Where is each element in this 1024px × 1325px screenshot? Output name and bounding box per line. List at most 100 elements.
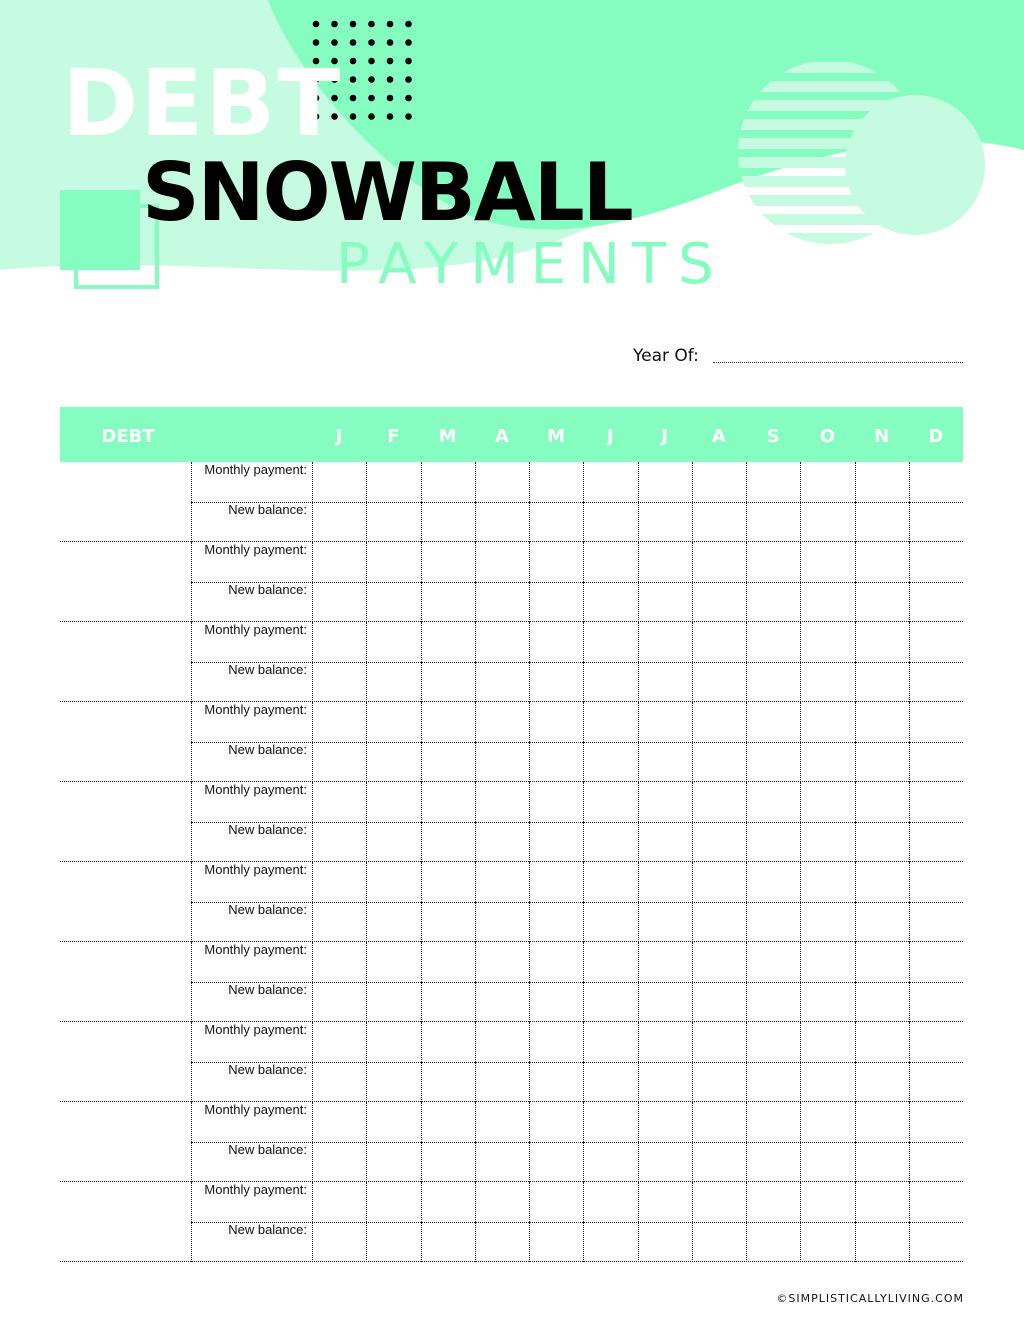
month-cell[interactable] [420,1102,476,1142]
month-cell[interactable] [908,1102,964,1142]
month-cell[interactable] [637,862,693,902]
month-cell[interactable] [691,462,747,502]
month-cell[interactable] [637,582,693,622]
month-cell[interactable] [637,662,693,702]
month-cell[interactable] [420,942,476,982]
month-cell[interactable] [420,662,476,702]
month-cell[interactable] [637,1182,693,1222]
debt-name-cell[interactable] [60,1022,190,1101]
month-cell[interactable] [637,1142,693,1182]
month-cell[interactable] [474,662,530,702]
month-cell[interactable] [420,822,476,862]
month-cell[interactable] [691,662,747,702]
month-cell[interactable] [637,902,693,942]
month-cell[interactable] [420,1022,476,1062]
year-input[interactable] [713,362,963,363]
month-cell[interactable] [420,502,476,542]
month-cell[interactable] [312,1022,367,1062]
month-cell[interactable] [529,782,584,822]
month-cell[interactable] [691,1102,747,1142]
month-cell[interactable] [800,782,855,822]
month-cell[interactable] [529,942,584,982]
debt-name-cell[interactable] [60,542,190,621]
month-cell[interactable] [312,622,367,662]
month-cell[interactable] [908,982,964,1022]
month-cell[interactable] [529,662,584,702]
month-cell[interactable] [366,502,421,542]
month-cell[interactable] [366,902,421,942]
month-cell[interactable] [312,582,367,622]
month-cell[interactable] [800,1222,855,1262]
month-cell[interactable] [746,662,801,702]
month-cell[interactable] [529,462,584,502]
month-cell[interactable] [800,822,855,862]
month-cell[interactable] [366,1222,421,1262]
month-cell[interactable] [474,582,530,622]
month-cell[interactable] [583,662,638,702]
month-cell[interactable] [583,502,638,542]
month-cell[interactable] [746,1062,801,1102]
month-cell[interactable] [420,582,476,622]
month-cell[interactable] [746,942,801,982]
month-cell[interactable] [691,582,747,622]
month-cell[interactable] [420,462,476,502]
month-cell[interactable] [366,942,421,982]
month-cell[interactable] [854,1102,910,1142]
month-cell[interactable] [529,822,584,862]
month-cell[interactable] [529,862,584,902]
month-cell[interactable] [529,1142,584,1182]
month-cell[interactable] [800,702,855,742]
month-cell[interactable] [366,982,421,1022]
month-cell[interactable] [312,782,367,822]
month-cell[interactable] [420,702,476,742]
month-cell[interactable] [691,702,747,742]
month-cell[interactable] [691,1182,747,1222]
month-cell[interactable] [800,502,855,542]
month-cell[interactable] [312,1062,367,1102]
month-cell[interactable] [583,462,638,502]
month-cell[interactable] [908,662,964,702]
month-cell[interactable] [637,1022,693,1062]
month-cell[interactable] [854,1062,910,1102]
month-cell[interactable] [854,582,910,622]
month-cell[interactable] [583,782,638,822]
month-cell[interactable] [746,622,801,662]
month-cell[interactable] [908,1222,964,1262]
month-cell[interactable] [583,542,638,582]
month-cell[interactable] [800,942,855,982]
month-cell[interactable] [583,1142,638,1182]
month-cell[interactable] [312,1182,367,1222]
debt-name-cell[interactable] [60,462,190,541]
month-cell[interactable] [366,822,421,862]
month-cell[interactable] [854,702,910,742]
month-cell[interactable] [691,862,747,902]
month-cell[interactable] [908,582,964,622]
month-cell[interactable] [583,1022,638,1062]
month-cell[interactable] [312,1102,367,1142]
month-cell[interactable] [854,1222,910,1262]
month-cell[interactable] [312,542,367,582]
month-cell[interactable] [583,1182,638,1222]
month-cell[interactable] [854,862,910,902]
month-cell[interactable] [312,822,367,862]
month-cell[interactable] [637,982,693,1022]
month-cell[interactable] [908,942,964,982]
month-cell[interactable] [908,1062,964,1102]
month-cell[interactable] [746,1142,801,1182]
month-cell[interactable] [691,982,747,1022]
month-cell[interactable] [691,1022,747,1062]
month-cell[interactable] [854,822,910,862]
month-cell[interactable] [800,462,855,502]
month-cell[interactable] [854,622,910,662]
month-cell[interactable] [908,1182,964,1222]
month-cell[interactable] [637,622,693,662]
month-cell[interactable] [474,1102,530,1142]
month-cell[interactable] [529,542,584,582]
month-cell[interactable] [366,862,421,902]
month-cell[interactable] [691,542,747,582]
month-cell[interactable] [854,1022,910,1062]
month-cell[interactable] [691,1062,747,1102]
month-cell[interactable] [691,942,747,982]
debt-name-cell[interactable] [60,1102,190,1181]
month-cell[interactable] [908,542,964,582]
